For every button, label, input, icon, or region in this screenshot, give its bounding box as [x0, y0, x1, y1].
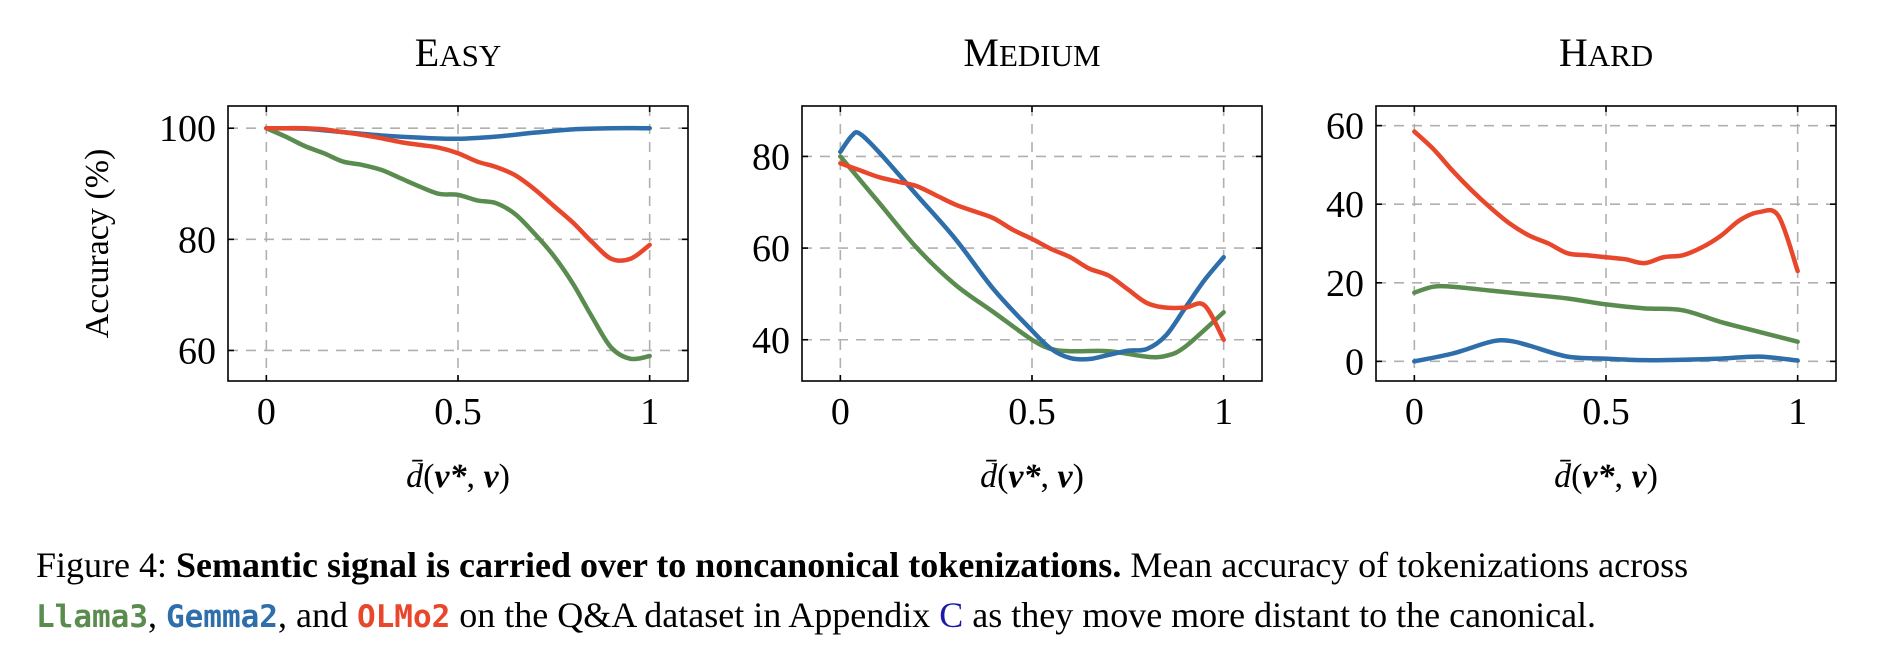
series-line-olmo2: [838, 161, 1226, 342]
y-tick-label: 40: [752, 320, 790, 362]
caption-model-olmo2: OLMo2: [356, 599, 451, 635]
y-tick-label: 60: [1326, 106, 1364, 148]
caption-sep-1: ,: [147, 595, 157, 635]
x-tick-label: 0: [1405, 391, 1424, 433]
caption-text-3: as they move more distant to the canonic…: [972, 595, 1597, 635]
caption-sep-2: , and: [277, 595, 348, 635]
y-tick-label: 80: [752, 136, 790, 178]
caption-label: Figure 4:: [36, 545, 167, 585]
y-tick-label: 20: [1326, 263, 1364, 305]
series-group: [264, 125, 652, 362]
x-axis-label: d̄(v*, v): [980, 458, 1084, 495]
grid: [228, 106, 688, 381]
series-line-olmo2: [264, 125, 652, 263]
series-group: [838, 130, 1226, 362]
panel-title: HARD: [1559, 30, 1653, 75]
y-tick-label: 0: [1345, 341, 1364, 383]
caption-text-1: Mean accuracy of tokenizations across: [1130, 545, 1689, 585]
series-line-gemma2: [838, 130, 1226, 362]
x-tick-label: 0.5: [1582, 391, 1630, 433]
x-tick-label: 1: [1214, 391, 1233, 433]
x-tick-label: 0: [257, 391, 276, 433]
y-tick-label: 40: [1326, 184, 1364, 226]
x-tick-label: 0.5: [1008, 391, 1056, 433]
caption-bold-text: Semantic signal is carried over to nonca…: [176, 545, 1122, 585]
panel-title: MEDIUM: [963, 30, 1100, 75]
x-tick-label: 0: [831, 391, 850, 433]
series-line-llama3: [1412, 283, 1800, 344]
y-tick-label: 80: [178, 219, 216, 261]
caption-text-2: on the Q&A dataset in Appendix: [459, 595, 931, 635]
x-axis-label: d̄(v*, v): [1554, 458, 1658, 495]
panel-title: EASY: [415, 30, 501, 75]
y-tick-label: 60: [752, 228, 790, 270]
y-tick-label: 60: [178, 330, 216, 372]
y-tick-label: 100: [159, 108, 216, 150]
grid: [1376, 106, 1836, 381]
caption-model-gemma2: Gemma2: [165, 599, 278, 635]
panel-easy: 0 0.5 1 60 80 100 EASY d̄(v*, v) Accuracy (%): [79, 30, 689, 495]
figure-caption: Figure 4: Semantic signal is carried ove…: [36, 540, 1866, 642]
x-tick-label: 1: [1788, 391, 1807, 433]
series-line-gemma2: [1412, 338, 1800, 364]
caption-model-llama3: Llama3: [36, 599, 148, 635]
caption-appendix-link[interactable]: C: [939, 595, 964, 635]
x-axis-label: d̄(v*, v): [406, 458, 510, 495]
panel-hard: 0 0.5 1 0 20 40 60 HARD d̄(v*, v): [1326, 30, 1837, 495]
series-group: [1412, 129, 1800, 364]
panel-medium: 0 0.5 1 40 60 80 MEDIUM d̄(v*, v): [752, 30, 1263, 495]
x-tick-label: 1: [640, 391, 659, 433]
y-axis-label: Accuracy (%): [79, 149, 116, 339]
series-line-llama3: [264, 125, 652, 362]
x-tick-label: 0.5: [434, 391, 482, 433]
series-line-olmo2: [1412, 129, 1800, 274]
